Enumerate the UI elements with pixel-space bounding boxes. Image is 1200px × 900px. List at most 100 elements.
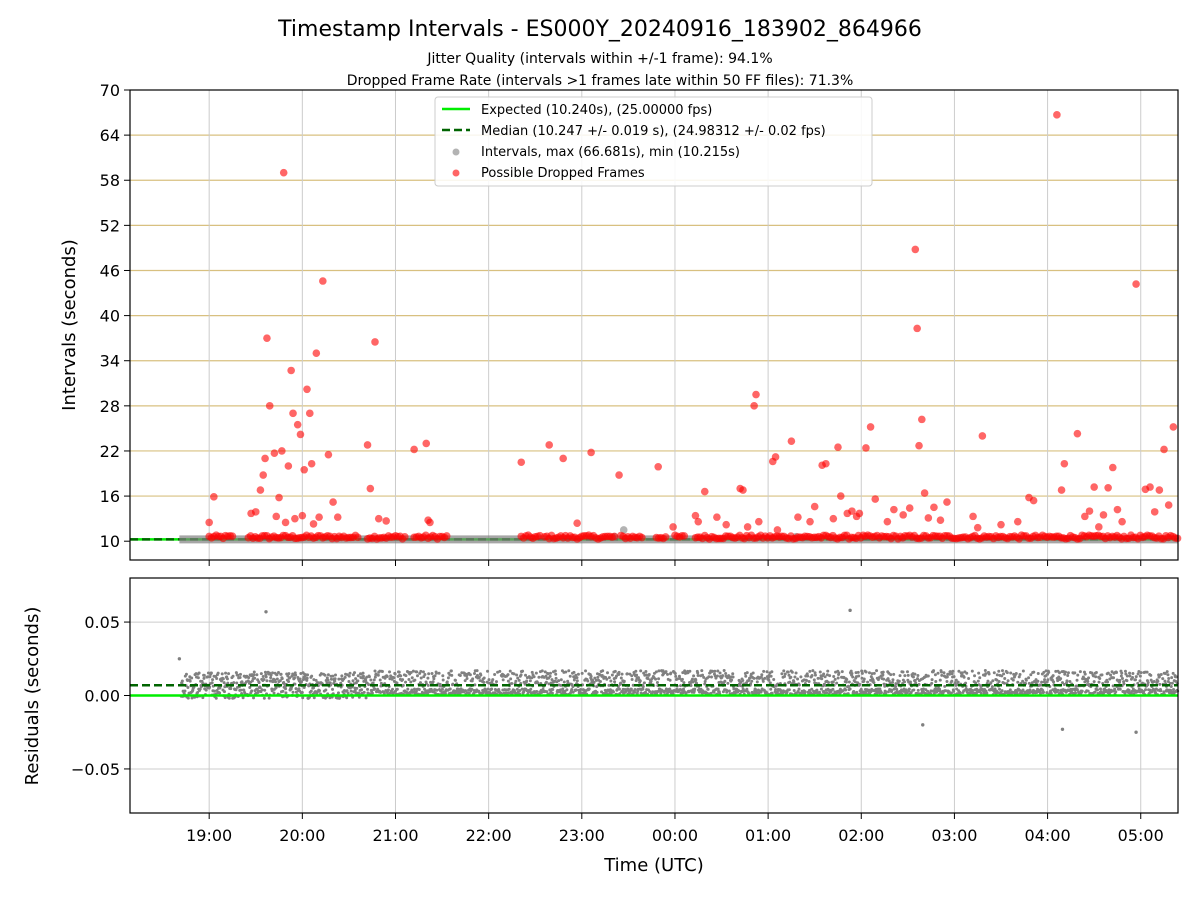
residual-point: [317, 689, 321, 693]
residual-point: [750, 679, 754, 683]
residual-point: [1159, 689, 1163, 693]
residual-point: [571, 685, 575, 689]
residual-point: [232, 681, 236, 685]
x-tick-label: 23:00: [559, 826, 605, 845]
dropped-frame-point: [654, 462, 662, 471]
dropped-frame-point: [794, 513, 802, 521]
residual-point: [945, 680, 949, 684]
residual-point: [229, 687, 233, 691]
residual-outlier: [848, 608, 852, 613]
residual-point: [847, 684, 851, 688]
residual-point: [1137, 687, 1141, 691]
residual-point: [486, 669, 490, 673]
residual-point: [1125, 674, 1129, 678]
residual-point: [1075, 678, 1079, 682]
residual-point: [917, 682, 921, 686]
residual-point: [1036, 679, 1040, 683]
residual-point: [346, 691, 350, 695]
residual-point: [803, 690, 807, 694]
residual-point: [386, 688, 390, 692]
dropped-frame-point: [1146, 483, 1154, 491]
residual-point: [227, 696, 231, 700]
residual-point: [1083, 672, 1087, 676]
residual-point: [1134, 675, 1138, 679]
residual-point: [426, 683, 430, 687]
residual-point: [340, 674, 344, 678]
residual-point: [860, 669, 864, 673]
x-tick-label: 03:00: [931, 826, 977, 845]
dropped-frame-point: [309, 520, 318, 528]
residual-point: [793, 675, 797, 679]
residual-point: [737, 689, 741, 693]
residual-outlier: [177, 657, 182, 661]
residual-point: [1062, 683, 1066, 687]
residual-point: [475, 673, 479, 677]
residual-point: [481, 691, 485, 695]
residual-point: [1127, 688, 1131, 692]
residual-point: [986, 679, 990, 683]
residual-point: [769, 674, 773, 678]
residual-point: [367, 683, 371, 687]
residual-point: [415, 670, 419, 674]
residual-point: [494, 680, 498, 684]
residual-point: [468, 673, 472, 677]
residual-point: [982, 691, 986, 695]
residual-point: [977, 671, 981, 675]
residual-point: [519, 673, 523, 677]
residual-point: [783, 672, 787, 676]
residual-point: [1145, 670, 1149, 674]
dropped-frame-point: [371, 338, 379, 346]
residual-point: [263, 688, 267, 692]
residual-point: [312, 696, 316, 700]
residual-point: [222, 690, 226, 694]
residual-point: [333, 679, 337, 683]
x-tick-label: 22:00: [466, 826, 512, 845]
residual-point: [967, 677, 971, 681]
residual-point: [1058, 671, 1062, 675]
residual-point: [575, 679, 579, 683]
residual-point: [441, 674, 445, 678]
dropped-frame-point: [587, 448, 595, 457]
residual-point: [293, 676, 297, 680]
residual-point: [270, 689, 274, 693]
dropped-frame-point: [1081, 512, 1089, 521]
residual-point: [1096, 688, 1100, 692]
residual-point: [1100, 673, 1104, 677]
residual-point: [397, 670, 401, 674]
dropped-frame-point: [289, 409, 297, 418]
dropped-frame-point: [1108, 463, 1117, 472]
residual-point: [983, 669, 987, 673]
residual-point: [647, 673, 651, 677]
y-tick-label: 40: [100, 307, 120, 326]
residual-point: [812, 678, 816, 682]
residual-point: [718, 671, 722, 675]
residual-point: [446, 676, 450, 680]
residual-point: [630, 677, 634, 681]
residual-point: [1163, 679, 1167, 683]
residual-point: [196, 676, 200, 680]
dropped-frame-point: [324, 450, 333, 459]
residual-point: [573, 676, 577, 680]
dropped-frame-point: [296, 430, 305, 439]
residual-point: [1014, 671, 1018, 675]
residual-point: [713, 669, 717, 673]
residual-point: [274, 680, 278, 684]
residual-point: [721, 674, 725, 678]
residual-point: [269, 676, 273, 680]
residual-point: [1006, 679, 1010, 683]
residual-point: [1109, 673, 1113, 677]
dropped-frame-point: [787, 437, 796, 445]
residual-point: [574, 688, 578, 692]
residual-point: [657, 677, 661, 681]
y-tick-label: 58: [100, 171, 120, 190]
residual-point: [562, 680, 566, 684]
residual-point: [291, 690, 295, 694]
dropped-frame-point: [871, 495, 880, 503]
residual-point: [371, 681, 375, 685]
residual-point: [259, 672, 263, 676]
dropped-frame-point: [210, 493, 218, 501]
residual-point: [1065, 679, 1069, 683]
residual-point: [765, 670, 769, 674]
dropped-frame-point: [1150, 508, 1159, 516]
residual-point: [1066, 671, 1070, 675]
